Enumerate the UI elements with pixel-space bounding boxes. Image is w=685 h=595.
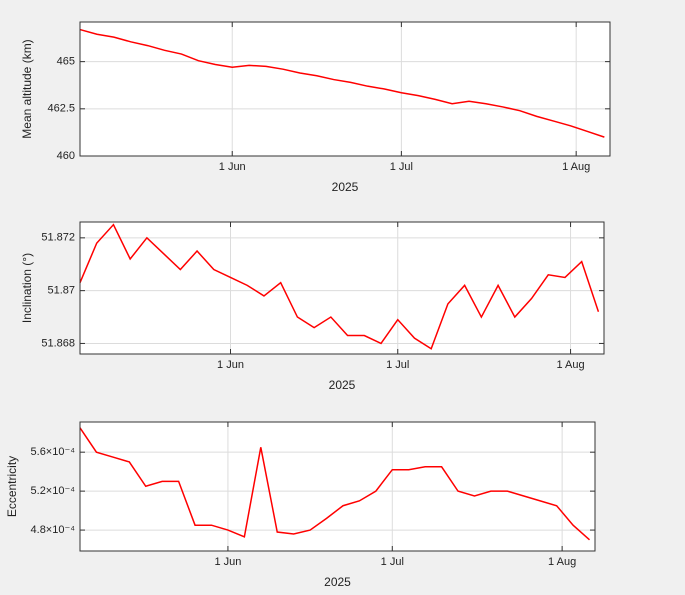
plot-area (80, 422, 595, 551)
x-tick-label: 1 Aug (562, 161, 590, 173)
x-tick-label: 1 Jul (386, 359, 409, 371)
y-tick-label: 51.872 (41, 232, 75, 244)
y-tick-label: 4.8×10⁻⁴ (31, 524, 76, 536)
data-line (79, 28, 605, 138)
x-tick-label: 1 Jun (217, 359, 244, 371)
x-tick-label: 1 Jul (381, 556, 404, 568)
y-tick-label: 462.5 (47, 103, 75, 115)
y-axis-label: Mean altitude (km) (20, 39, 34, 138)
x-tick-label: 1 Jun (219, 161, 246, 173)
y-tick-label: 51.868 (41, 337, 75, 349)
plot-frame (79, 221, 605, 355)
plot-frame (79, 421, 596, 552)
x-tick-label: 1 Aug (556, 359, 584, 371)
y-tick-label: 460 (57, 150, 75, 162)
y-axis-label: Eccentricity (5, 456, 19, 517)
x-axis-label: 2025 (332, 180, 359, 194)
plot-area (80, 22, 610, 156)
data-line (79, 427, 591, 541)
x-axis-label: 2025 (324, 575, 351, 589)
y-tick-label: 51.87 (47, 285, 75, 297)
x-axis-label: 2025 (329, 378, 356, 392)
y-axis-label: Inclination (°) (20, 253, 34, 323)
plot-area (80, 222, 604, 354)
data-line (79, 223, 600, 350)
x-tick-label: 1 Aug (548, 556, 576, 568)
y-tick-label: 5.2×10⁻⁴ (31, 485, 76, 497)
y-tick-label: 5.6×10⁻⁴ (31, 446, 76, 458)
x-tick-label: 1 Jun (214, 556, 241, 568)
y-tick-label: 465 (57, 56, 75, 68)
x-tick-label: 1 Jul (390, 161, 413, 173)
plot-frame (79, 21, 611, 157)
